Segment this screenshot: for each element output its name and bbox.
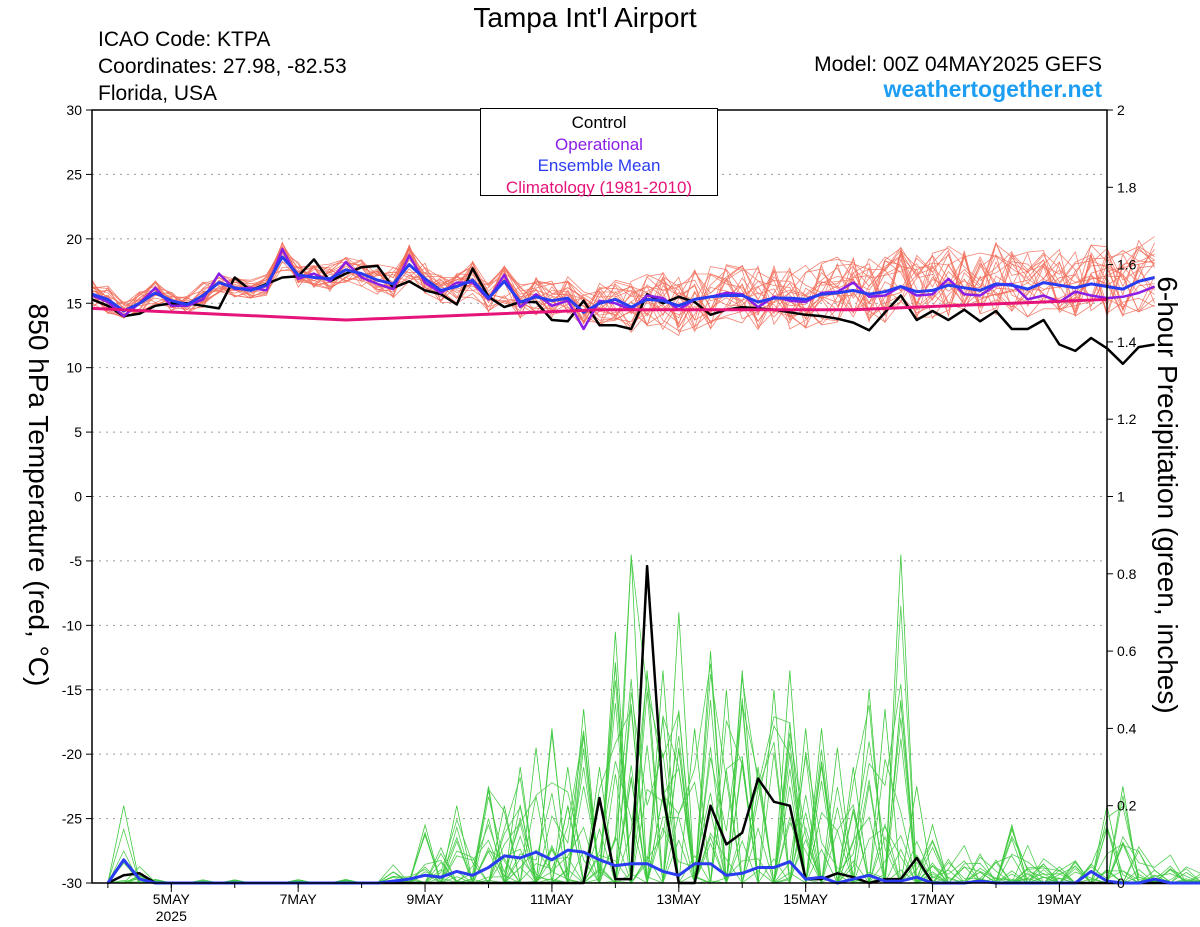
- series-line-ensemble-mean: [91, 255, 1155, 314]
- precip-member-line: [107, 747, 1200, 885]
- coordinates: Coordinates: 27.98, -82.53: [98, 55, 347, 78]
- precip-member-peak: [805, 728, 838, 884]
- series-line-climatology-1981-2010: [91, 297, 1108, 322]
- precip-member-peak: [535, 728, 569, 884]
- precip-member-peak: [646, 670, 680, 884]
- precip-member-peak: [519, 747, 553, 884]
- precip-member-line: [107, 674, 1200, 885]
- precip-member-peak: [900, 786, 933, 884]
- y-tick-label: -20: [62, 746, 82, 762]
- y-tick-label: 0: [74, 489, 82, 505]
- y-tick-label: 20: [66, 231, 82, 247]
- precip-member-peak: [440, 805, 474, 884]
- series-line-precip-000000: [107, 564, 1200, 885]
- y-tick-label: -10: [62, 617, 82, 633]
- x-tick-label: 7MAY: [280, 891, 318, 907]
- series-line-control: [91, 258, 1155, 366]
- y-tick-label: 5: [74, 424, 82, 440]
- precip-member-peak: [551, 766, 585, 884]
- region: Florida, USA: [98, 82, 218, 105]
- precip-member-line: [107, 741, 1200, 885]
- icao-code: ICAO Code: KTPA: [98, 28, 271, 51]
- x-tick-label: 17MAY: [910, 891, 956, 907]
- precip-member-peak: [694, 651, 727, 884]
- y-tick-label: -25: [62, 811, 82, 827]
- y2-tick-label: 1.6: [1117, 257, 1137, 273]
- x-tick-label: 5MAY: [153, 891, 191, 907]
- y-tick-label: -15: [62, 682, 82, 698]
- precip-member-peak: [995, 823, 1029, 884]
- x-tick-label: 15MAY: [783, 891, 829, 907]
- precip-member-peak: [725, 670, 759, 884]
- precip-member-peak: [741, 766, 775, 884]
- precip-member-peak: [773, 670, 807, 884]
- precip-member-peak: [868, 709, 902, 884]
- x-tick-label: 13MAY: [656, 891, 702, 907]
- model-run: Model: 00Z 04MAY2025 GEFS: [814, 53, 1102, 76]
- precip-member-peak: [107, 805, 140, 884]
- precip-member-peak: [408, 823, 442, 884]
- series-lines: [91, 247, 1200, 885]
- chart-title: Tampa Int'l Airport: [473, 2, 697, 33]
- y2-tick-label: 0.8: [1117, 566, 1137, 582]
- y-tick-label: 25: [66, 166, 82, 182]
- legend: Control Operational Ensemble Mean Climat…: [480, 108, 718, 197]
- x-tick-label: 9MAY: [407, 891, 445, 907]
- y2-tick-label: 2: [1117, 102, 1125, 118]
- legend-ensemble-mean: Ensemble Mean: [537, 156, 661, 175]
- temp-member-line: [91, 242, 1155, 331]
- x-tick-sublabel: 2025: [156, 908, 187, 924]
- precip-member-peak: [916, 823, 949, 884]
- y-tick-label: 15: [66, 295, 82, 311]
- precip-member-peak: [821, 747, 854, 884]
- grid: [92, 173, 1107, 820]
- axes: 302520151050-5-10-15-20-25-3021.81.61.41…: [62, 102, 1137, 924]
- legend-climatology: Climatology (1981-2010): [505, 177, 693, 197]
- temp-member-line: [91, 246, 1155, 323]
- precip-member-peak: [662, 612, 696, 884]
- y-tick-label: -5: [70, 553, 83, 569]
- precip-member-peak: [472, 786, 505, 884]
- y2-tick-label: 0.4: [1117, 720, 1137, 736]
- precip-member-peak: [503, 766, 537, 884]
- precip-member-line: [107, 678, 1200, 884]
- temp-member-line: [91, 244, 1155, 331]
- y2-tick-label: 1.4: [1117, 334, 1137, 350]
- precip-member-line: [107, 677, 1200, 884]
- x-tick-label: 19MAY: [1037, 891, 1083, 907]
- precip-member-peak: [583, 766, 616, 884]
- y-tick-label: 30: [66, 102, 82, 118]
- precip-member-peak: [757, 689, 791, 884]
- precip-member-peak: [884, 554, 918, 884]
- y2-tick-label: 0.2: [1117, 798, 1137, 814]
- y2-tick-label: 1: [1117, 489, 1125, 505]
- y2-tick-label: 0: [1117, 875, 1125, 891]
- precip-member-peak: [614, 554, 648, 884]
- y2-tick-label: 0.6: [1117, 643, 1137, 659]
- y-tick-label: 10: [66, 360, 82, 376]
- site-link[interactable]: weathertogether.net: [883, 76, 1102, 102]
- precip-member-peak: [836, 766, 870, 884]
- precip-member-peak: [630, 670, 664, 884]
- precip-member-peak: [599, 631, 632, 884]
- legend-control: Control: [571, 113, 627, 132]
- ensemble-members: [91, 236, 1200, 885]
- precip-member-peak: [852, 689, 886, 884]
- y2-tick-label: 1.8: [1117, 179, 1137, 195]
- precip-member-peak: [1106, 786, 1140, 884]
- x-tick-label: 11MAY: [530, 891, 574, 907]
- legend-operational: Operational: [555, 134, 643, 154]
- y-tick-label: -30: [62, 875, 82, 891]
- y2-tick-label: 1.2: [1117, 411, 1137, 427]
